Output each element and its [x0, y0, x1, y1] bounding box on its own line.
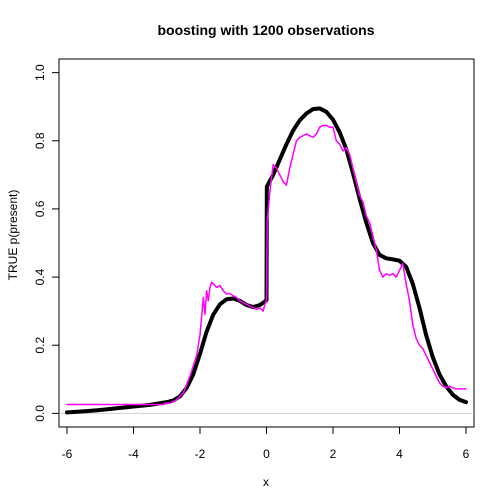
x-tick-label: -6: [62, 447, 73, 461]
x-tick-label: 2: [330, 447, 337, 461]
x-tick-label: -2: [195, 447, 206, 461]
y-tick-label: 0.2: [33, 337, 47, 354]
x-axis: -6 -4 -2 0 2 4 6: [62, 426, 470, 461]
y-axis-label: TRUE p(present): [6, 190, 20, 281]
x-tick-label: 0: [263, 447, 270, 461]
x-tick-label: 4: [396, 447, 403, 461]
y-tick-label: 0.4: [33, 268, 47, 285]
plot-area: [59, 106, 474, 415]
y-axis: 0.0 0.2 0.4 0.6 0.8 1.0: [33, 64, 60, 422]
y-tick-label: 0.8: [33, 132, 47, 149]
chart-title: boosting with 1200 observations: [157, 22, 374, 38]
boosting-estimate-curve: [66, 124, 467, 406]
y-tick-label: 1.0: [33, 64, 47, 81]
x-axis-label: x: [263, 475, 269, 489]
y-tick-label: 0.6: [33, 200, 47, 217]
y-tick-label: 0.0: [33, 405, 47, 422]
x-tick-label: 6: [463, 447, 470, 461]
x-tick-label: -4: [128, 447, 139, 461]
